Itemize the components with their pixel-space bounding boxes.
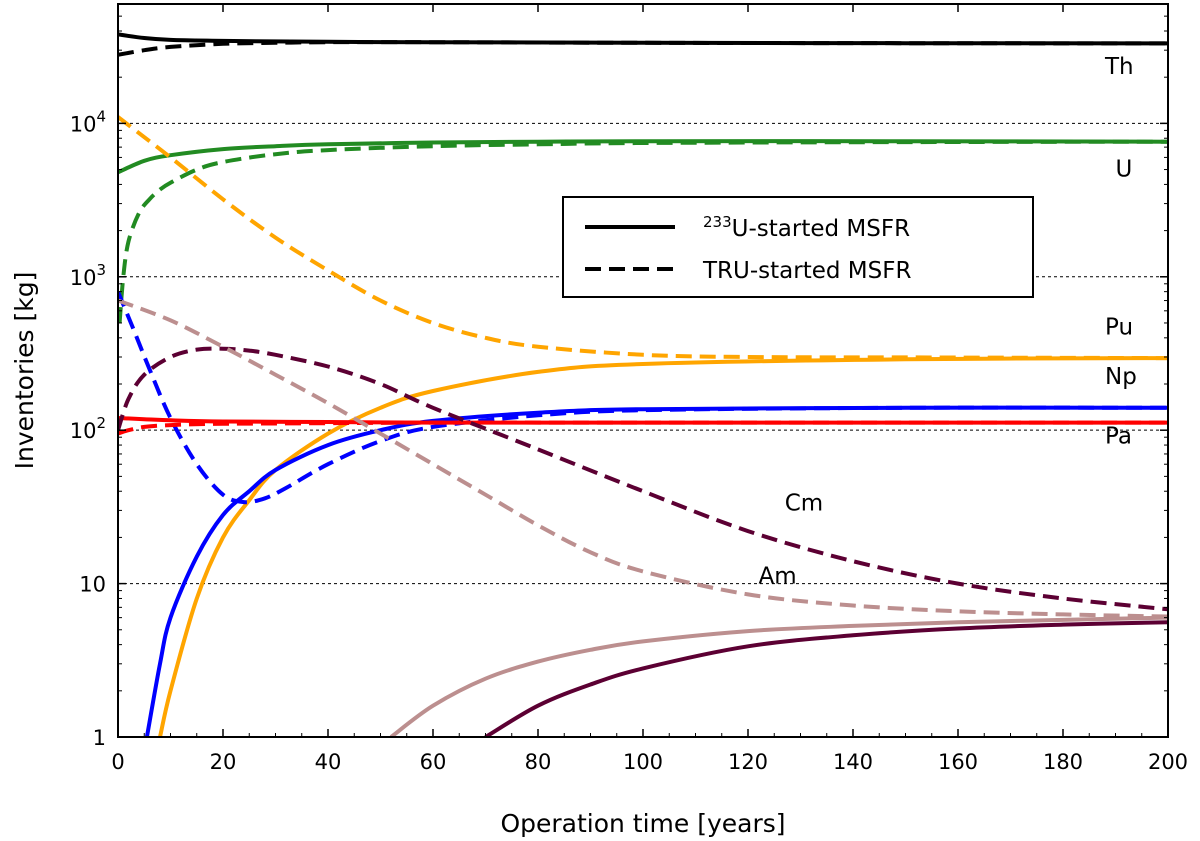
y-tick-base: 10 [70, 419, 97, 443]
legend-label: TRU-started MSFR [702, 258, 911, 284]
series-label-pu: Pu [1105, 315, 1133, 341]
series-label-am: Am [759, 564, 797, 590]
y-tick-label: 1 [93, 726, 106, 750]
x-tick-label: 200 [1148, 750, 1188, 774]
series-label-th: Th [1104, 54, 1134, 80]
y-tick-label: 103 [70, 261, 106, 290]
y-tick-base: 10 [79, 573, 106, 597]
series-label-u: U [1116, 157, 1133, 183]
y-tick-label: 102 [70, 414, 106, 443]
x-tick-label: 80 [525, 750, 552, 774]
series-line-np-tru [118, 290, 1168, 505]
series-line-cm-tru [118, 346, 1168, 612]
legend-superscript: 233 [703, 213, 732, 231]
series-line-am-tru [118, 298, 1168, 619]
y-tick-label: 104 [70, 107, 106, 136]
y-tick-base: 10 [70, 266, 97, 290]
series-label-cm: Cm [785, 490, 823, 516]
legend-text: U-started MSFR [732, 216, 910, 242]
legend-box [562, 196, 1034, 298]
y-tick-base: 1 [93, 726, 106, 750]
x-tick-label: 160 [938, 750, 978, 774]
series-label-np: Np [1105, 364, 1137, 390]
y-tick-label: 10 [79, 573, 106, 597]
y-tick-base: 10 [70, 112, 97, 136]
series-line-u-u233 [118, 139, 1168, 175]
x-tick-label: 60 [420, 750, 447, 774]
y-tick-exponent: 3 [96, 261, 106, 279]
x-tick-label: 180 [1043, 750, 1083, 774]
series-label-pa: Pa [1105, 423, 1132, 449]
legend: 233U-started MSFR TRU-started MSFR [562, 196, 1034, 298]
x-tick-label: 100 [623, 750, 663, 774]
x-tick-label: 20 [210, 750, 237, 774]
x-tick-label: 40 [315, 750, 342, 774]
x-tick-label: 0 [111, 750, 124, 774]
series-lines [118, 32, 1168, 737]
x-tick-label: 120 [728, 750, 768, 774]
legend-label: 233U-started MSFR [703, 213, 910, 242]
series-labels: Th U Pu Np Pa Cm Am [759, 54, 1137, 590]
series-line-pu-u233 [158, 356, 1168, 737]
series-line-am-u233 [389, 615, 1168, 737]
x-axis-title: Operation time [years] [500, 809, 785, 838]
x-tick-label: 140 [833, 750, 873, 774]
series-line-np-u233 [144, 405, 1168, 737]
y-tick-exponent: 4 [96, 107, 106, 125]
series-line-pu-tru [118, 115, 1168, 361]
series-line-pa-tru [118, 420, 1168, 436]
y-axis-title: Inventories [kg] [10, 272, 39, 470]
series-line-th-tru [118, 40, 1168, 57]
y-tick-exponent: 2 [96, 414, 106, 432]
series-line-cm-u233 [484, 620, 1168, 737]
